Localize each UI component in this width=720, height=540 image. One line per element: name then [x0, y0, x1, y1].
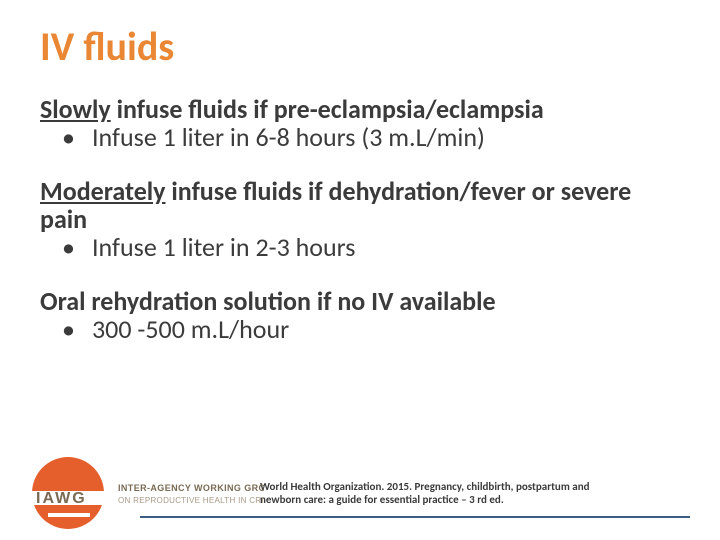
section-3-heading: Oral rehydration solution if no IV avail…: [40, 287, 680, 315]
section-2: Moderately infuse fluids if dehydration/…: [40, 177, 680, 263]
section-1-bullet: Infuse 1 liter in 6-8 hours (3 m.L/min): [92, 123, 680, 153]
svg-text:IAWG: IAWG: [36, 490, 87, 507]
section-3: Oral rehydration solution if no IV avail…: [40, 287, 680, 345]
slide-title: IV fluids: [40, 22, 680, 71]
footer-rule: [140, 516, 690, 518]
section-1: Slowly infuse fluids if pre-eclampsia/ec…: [40, 95, 680, 153]
section-1-heading: Slowly infuse fluids if pre-eclampsia/ec…: [40, 95, 680, 123]
logo: IAWG INTER-AGENCY WORKING GROUP ON REPRO…: [14, 451, 264, 534]
slide: IV fluids Slowly infuse fluids if pre-ec…: [0, 0, 720, 540]
section-2-bullets: Infuse 1 liter in 2-3 hours: [40, 233, 680, 263]
section-3-bullets: 300 -500 m.L/hour: [40, 315, 680, 345]
logo-line2: ON REPRODUCTIVE HEALTH IN CRISES: [118, 496, 264, 505]
section-1-bullets: Infuse 1 liter in 6-8 hours (3 m.L/min): [40, 123, 680, 153]
section-3-bullet: 300 -500 m.L/hour: [92, 315, 680, 345]
section-2-bullet: Infuse 1 liter in 2-3 hours: [92, 233, 680, 263]
section-2-heading: Moderately infuse fluids if dehydration/…: [40, 177, 680, 233]
logo-line1: INTER-AGENCY WORKING GROUP: [118, 483, 264, 493]
citation: World Health Organization. 2015. Pregnan…: [260, 480, 620, 506]
